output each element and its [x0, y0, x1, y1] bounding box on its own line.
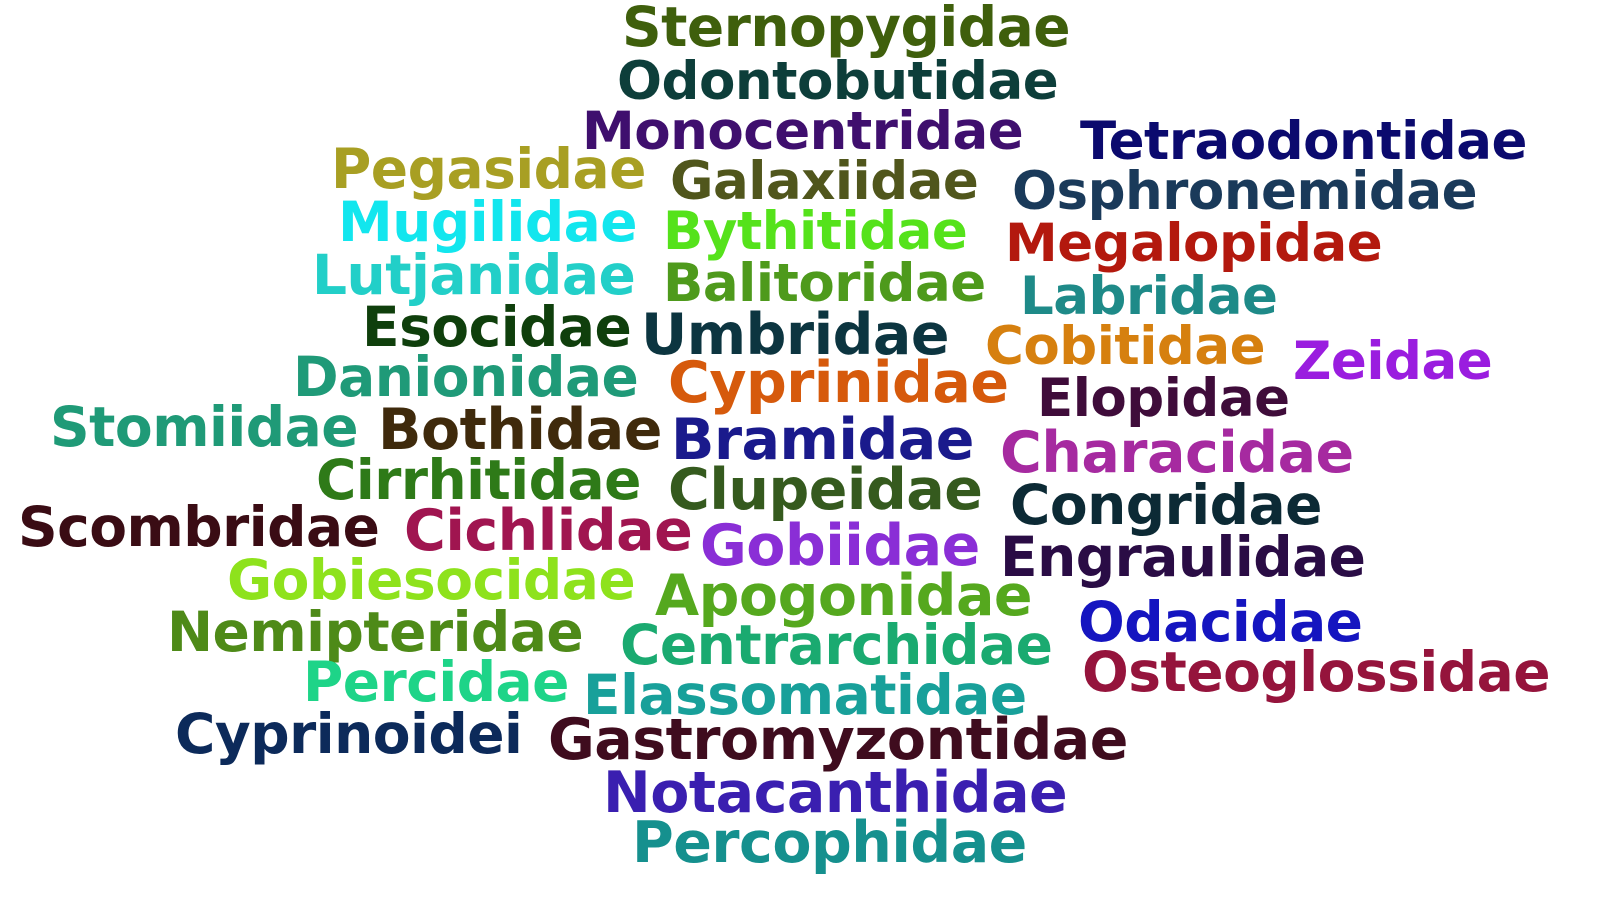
word: Characidae [1000, 420, 1354, 486]
word: Osphronemidae [1012, 161, 1478, 222]
word: Monocentridae [582, 101, 1024, 162]
word: Cyprinidae [668, 350, 1009, 416]
word: Umbridae [641, 302, 950, 368]
word: Percidae [303, 650, 569, 714]
word: Cichlidae [404, 498, 693, 564]
word: Apogonidae [655, 563, 1033, 629]
word: Congridae [1010, 473, 1322, 537]
word: Balitoridae [663, 253, 986, 314]
word: Danionidae [293, 345, 639, 409]
word: Gobiidae [700, 513, 980, 579]
word: Centrarchidae [620, 613, 1053, 677]
word: Odacidae [1078, 590, 1363, 654]
word: Megalopidae [1005, 213, 1383, 274]
word: Stomiidae [50, 395, 359, 459]
word: Bramidae [671, 407, 974, 473]
word: Tetraodontidae [1080, 111, 1527, 172]
word: Elopidae [1037, 368, 1290, 429]
word: Clupeidae [668, 457, 983, 523]
word: Engraulidae [1000, 525, 1366, 589]
word: Elassomatidae [583, 663, 1027, 727]
word: Cirrhitidae [316, 448, 641, 512]
word: Pegasidae [331, 137, 646, 201]
word: Sternopygidae [622, 0, 1071, 59]
word: Percophidae [632, 810, 1027, 876]
word: Scombridae [18, 495, 380, 559]
word: Lutjanidae [312, 243, 636, 307]
word: Gobiesocidae [227, 548, 636, 612]
word: Bothidae [378, 397, 662, 463]
word: Galaxiidae [670, 151, 979, 212]
word: Nemipteridae [167, 600, 584, 664]
word: Bythitidae [663, 201, 968, 262]
word: Cyprinoidei [175, 702, 523, 766]
word: Gastromyzontidae [548, 707, 1128, 773]
word: Odontobutidae [617, 51, 1059, 112]
word: Cobitidae [985, 316, 1266, 377]
word: Zeidae [1293, 331, 1493, 392]
word: Esocidae [362, 295, 632, 359]
word: Notacanthidae [603, 760, 1068, 826]
word: Osteoglossidae [1082, 640, 1551, 704]
word: Labridae [1020, 266, 1278, 327]
word: Mugilidae [338, 190, 638, 254]
